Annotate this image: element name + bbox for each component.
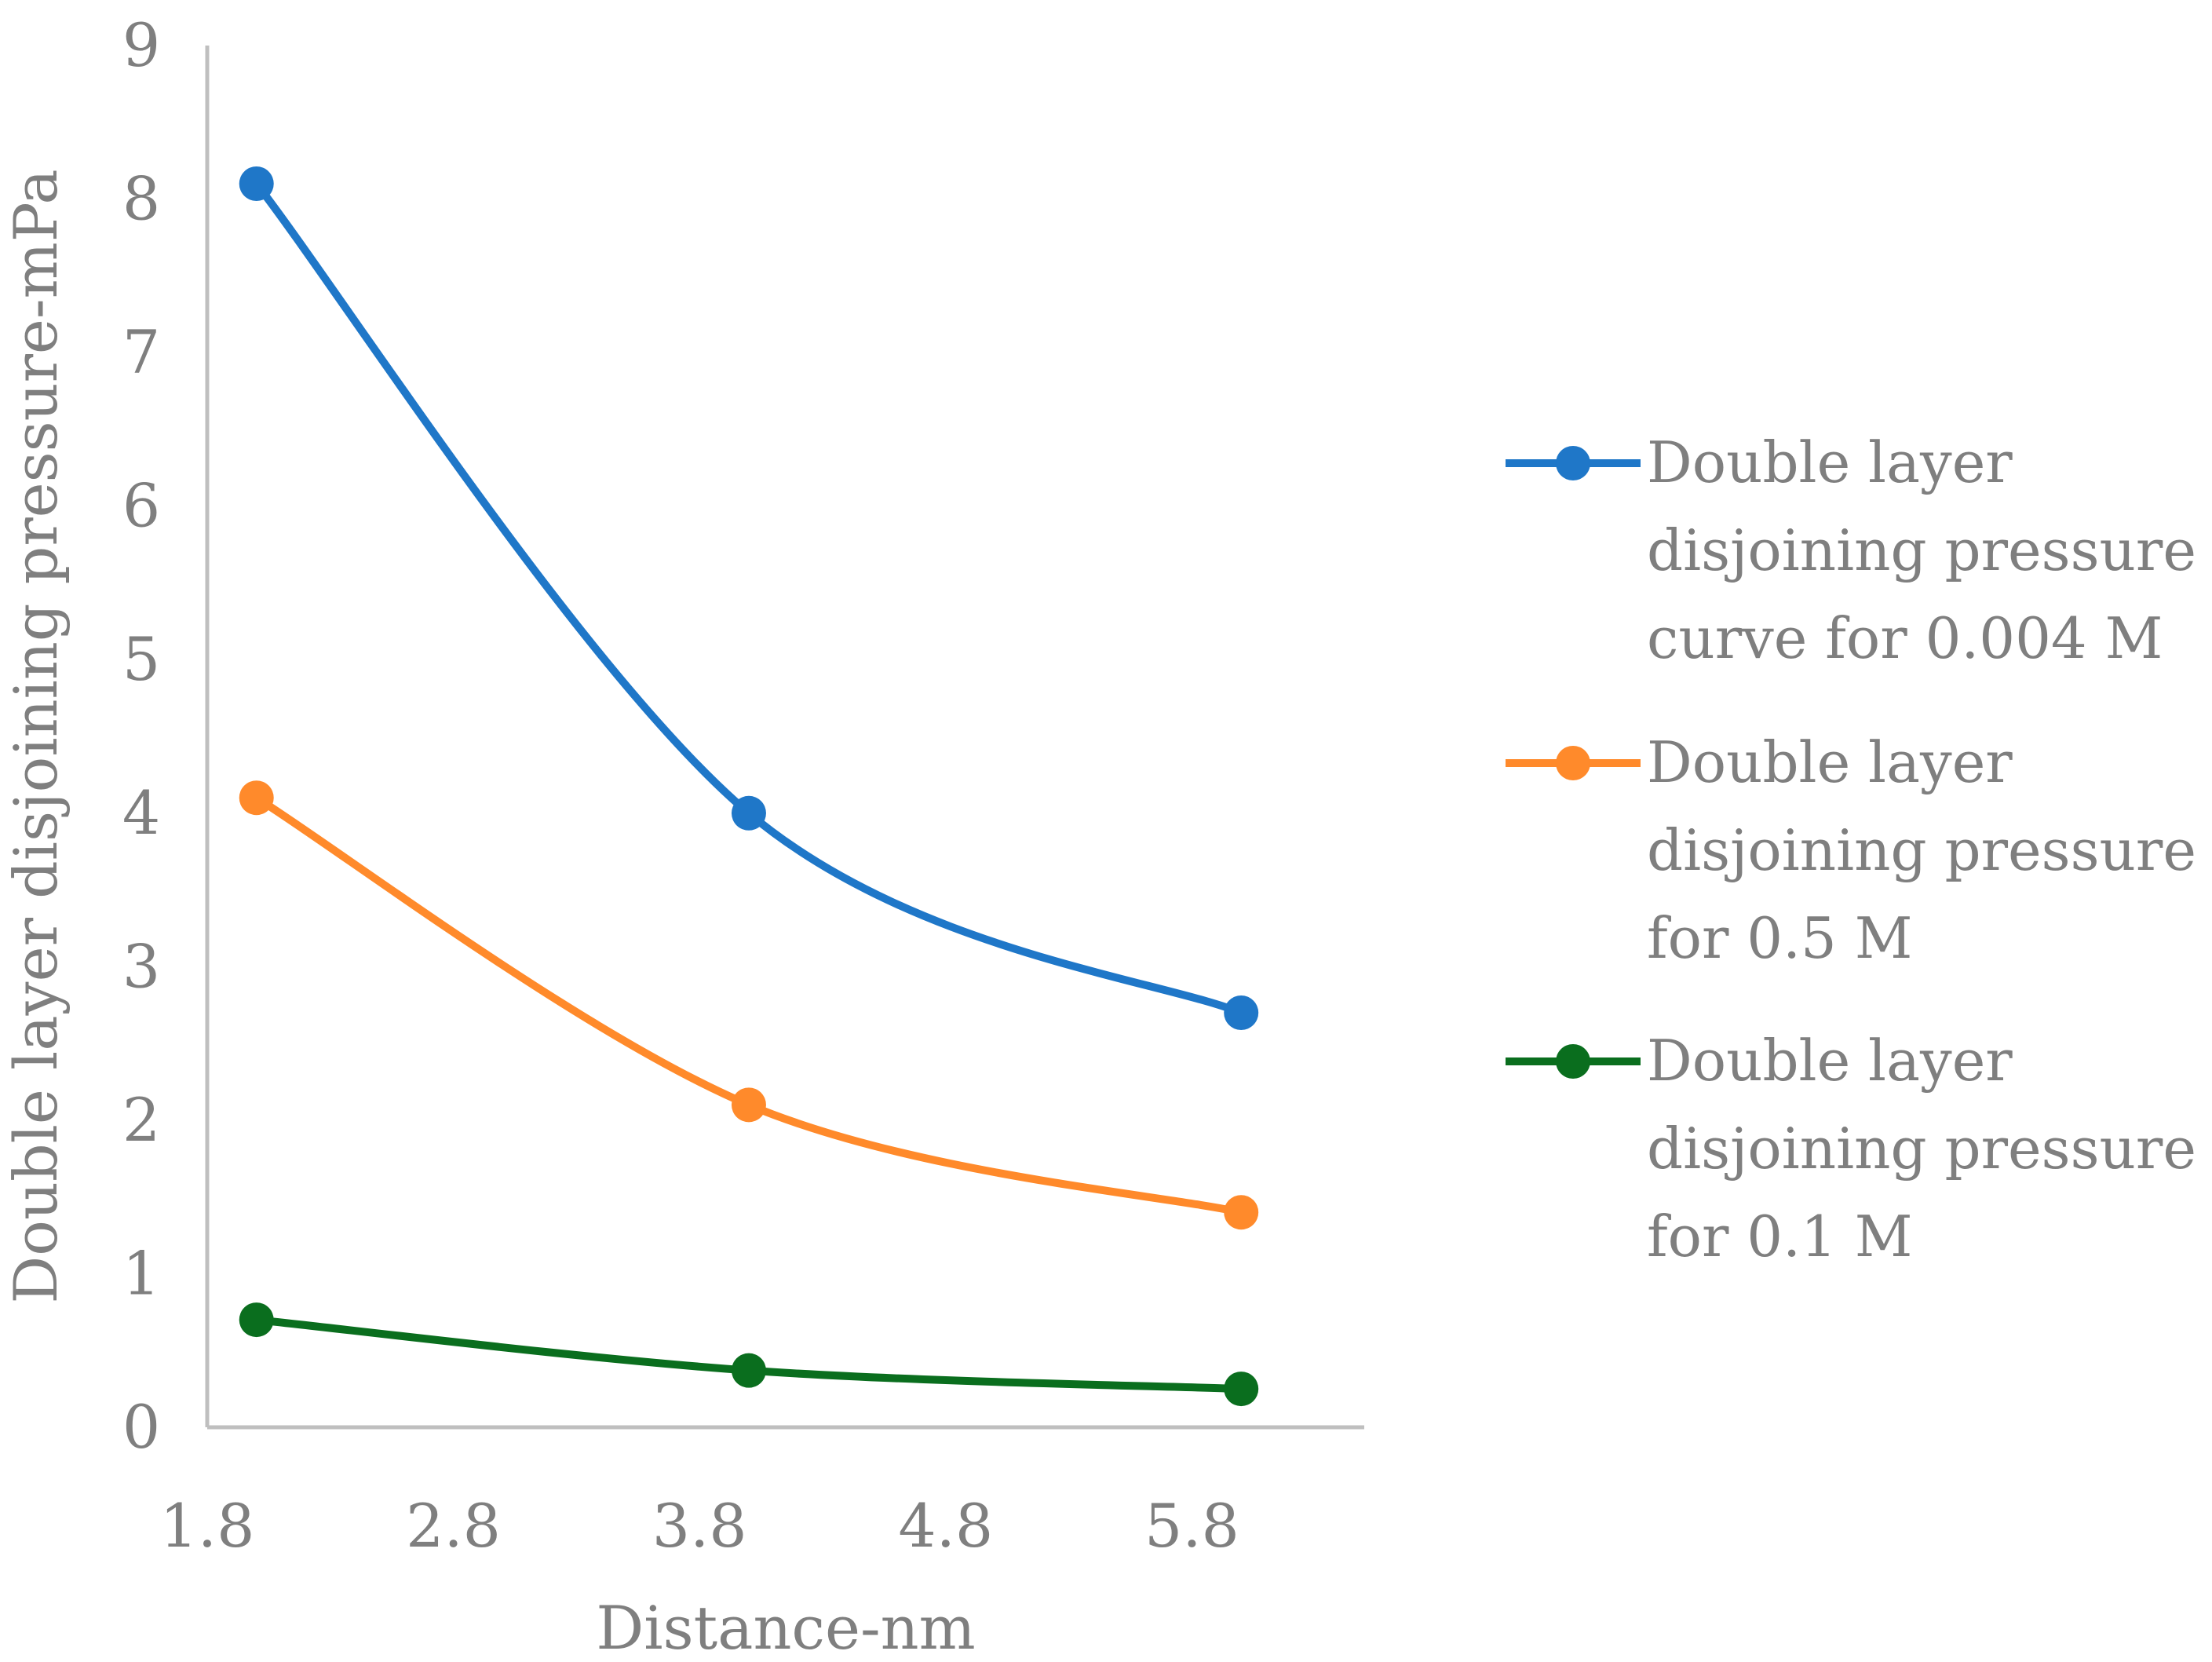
legend-label: Double layer	[1647, 729, 2013, 795]
y-tick-label: 8	[122, 164, 160, 234]
series-line	[252, 794, 1246, 1217]
legend-label: Double layer	[1647, 429, 2013, 495]
series-0	[239, 166, 1259, 1030]
y-tick-label: 6	[122, 471, 160, 541]
x-tick-label: 1.8	[160, 1491, 255, 1561]
legend-label: for 0.1 M	[1647, 1204, 1912, 1269]
data-point	[731, 1087, 766, 1123]
x-tick-label: 3.8	[652, 1491, 747, 1561]
data-point	[239, 1302, 274, 1338]
series-layer	[239, 166, 1259, 1407]
legend-swatch-marker	[1556, 746, 1590, 780]
legend-swatch-marker	[1556, 1044, 1590, 1079]
y-tick-labels: 0 1 2 3 4 5 6 7 8 9	[122, 10, 160, 1462]
series-1	[239, 780, 1259, 1230]
data-point	[239, 166, 274, 201]
legend-item: Double layer disjoining pressure for 0.1 M	[1506, 1028, 2196, 1269]
x-tick-label: 4.8	[898, 1491, 993, 1561]
y-tick-label: 7	[122, 317, 160, 387]
data-point	[731, 795, 766, 831]
x-tick-labels: 1.8 2.8 3.8 4.8 5.8	[160, 1491, 1239, 1561]
data-point	[239, 780, 274, 816]
x-tick-label: 2.8	[406, 1491, 501, 1561]
legend-swatch-marker	[1556, 446, 1590, 480]
axes	[205, 46, 1364, 1430]
data-point	[731, 1353, 766, 1388]
legend-label: disjoining pressure	[1647, 817, 2196, 883]
y-tick-label: 5	[122, 624, 160, 694]
y-tick-label: 0	[122, 1392, 160, 1462]
x-axis-title: Distance-nm	[596, 1593, 975, 1662]
y-tick-label: 1	[122, 1238, 160, 1308]
legend-label: for 0.5 M	[1647, 905, 1912, 971]
y-axis-title: Double layer disjoining pressure-mPa	[1, 169, 71, 1303]
data-point	[1224, 995, 1259, 1030]
series-line	[252, 180, 1246, 1017]
y-tick-label: 9	[122, 10, 160, 80]
legend-label: disjoining pressure	[1647, 517, 2196, 583]
legend: Double layer disjoining pressure curve for…	[1506, 429, 2196, 1269]
legend-item: Double layer disjoining pressure curve for…	[1506, 429, 2196, 671]
data-point	[1224, 1372, 1259, 1407]
x-tick-label: 5.8	[1144, 1491, 1239, 1561]
legend-label: Double layer	[1647, 1028, 2013, 1094]
series-2	[239, 1302, 1259, 1407]
legend-label: curve for 0.004 M	[1647, 605, 2163, 671]
y-tick-label: 3	[122, 931, 160, 1001]
y-tick-label: 4	[122, 778, 160, 848]
data-point	[1224, 1195, 1259, 1230]
y-tick-label: 2	[122, 1085, 160, 1155]
legend-item: Double layer disjoining pressure for 0.5 M	[1506, 729, 2196, 971]
legend-label: disjoining pressure	[1647, 1116, 2196, 1182]
